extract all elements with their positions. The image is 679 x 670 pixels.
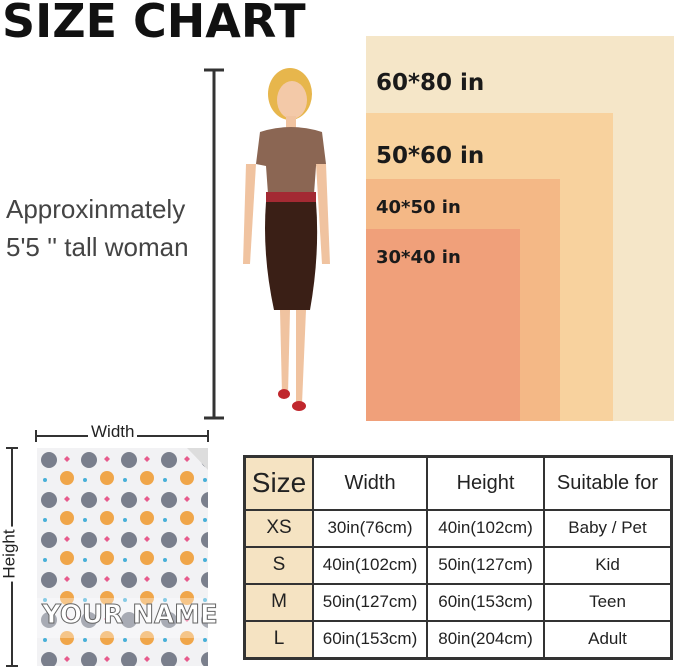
page-title: SIZE CHART [2,0,306,48]
cell-suitable: Adult [543,619,673,660]
header-suitable: Suitable for [543,455,673,511]
table-row: L 60in(153cm) 80in(204cm) Adult [243,619,673,660]
model-note: Approxinmately 5'5 '' tall woman [6,190,189,266]
size-box-label: 60*80 in [376,70,485,96]
table-row: M 50in(127cm) 60in(153cm) Teen [243,582,673,622]
cell-size: M [243,582,314,622]
cell-height: 60in(153cm) [426,582,545,622]
height-label: Height [0,526,20,582]
cell-height: 80in(204cm) [426,619,545,660]
cell-width: 30in(76cm) [312,508,428,548]
table-row: XS 30in(76cm) 40in(102cm) Baby / Pet [243,508,673,548]
model-note-line2: 5'5 '' tall woman [6,232,189,262]
size-table: Size Width Height Suitable for XS 30in(7… [243,455,673,660]
cell-suitable: Baby / Pet [543,508,673,548]
header-height: Height [426,455,545,511]
size-box-label: 40*50 in [376,197,461,218]
header-size: Size [243,455,314,511]
woman-figure [243,68,330,411]
cell-suitable: Teen [543,582,673,622]
cell-height: 40in(102cm) [426,508,545,548]
cell-width: 40in(102cm) [312,545,428,585]
cell-width: 60in(153cm) [312,619,428,660]
cell-suitable: Kid [543,545,673,585]
width-label: Width [88,422,138,442]
size-box-label: 50*60 in [376,143,485,169]
blanket-image [37,448,208,666]
cell-size: XS [243,508,314,548]
table-row: S 40in(102cm) 50in(127cm) Kid [243,545,673,585]
height-ruler [204,68,224,420]
size-box-label: 30*40 in [376,247,461,268]
cell-height: 50in(127cm) [426,545,545,585]
blanket-name-text: YOUR NAME [42,600,219,631]
table-header-row: Size Width Height Suitable for [243,455,673,511]
cell-size: L [243,619,314,660]
header-width: Width [312,455,428,511]
size-box-30x40: 30*40 in [366,229,520,421]
cell-width: 50in(127cm) [312,582,428,622]
cell-size: S [243,545,314,585]
model-note-line1: Approxinmately [6,194,186,224]
